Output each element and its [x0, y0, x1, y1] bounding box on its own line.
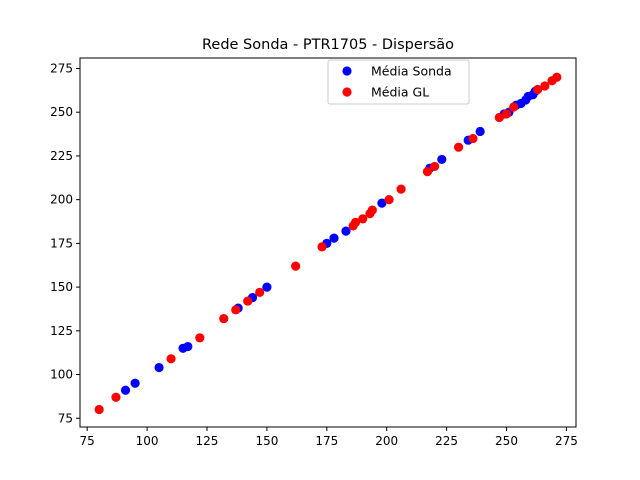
data-point — [358, 214, 368, 224]
legend: Média Sonda Média GL — [327, 59, 470, 105]
legend-label: Média GL — [371, 85, 429, 100]
y-tick-label: 75 — [58, 411, 73, 425]
x-tick-label: 75 — [80, 434, 95, 448]
y-tick-label: 175 — [50, 236, 73, 250]
data-point — [396, 184, 406, 194]
legend-box — [327, 59, 470, 105]
data-point — [329, 233, 339, 243]
data-point — [430, 161, 440, 172]
data-point — [94, 404, 104, 415]
data-point — [291, 261, 301, 271]
data-point — [468, 133, 478, 144]
y-tick-label: 275 — [50, 61, 73, 75]
y-tick-label: 250 — [50, 105, 73, 119]
data-point — [501, 109, 512, 119]
x-tick-label: 275 — [555, 434, 578, 448]
data-point — [166, 354, 176, 364]
data-point — [231, 305, 241, 315]
y-tick-label: 150 — [50, 280, 73, 294]
data-point — [195, 333, 205, 343]
data-point — [183, 341, 193, 352]
y-tick-label: 100 — [50, 368, 73, 382]
y-tick-label: 225 — [50, 149, 73, 163]
data-point — [367, 205, 377, 215]
data-point — [475, 126, 485, 137]
data-point — [154, 362, 164, 373]
data-point — [377, 198, 387, 208]
data-point — [552, 72, 562, 82]
data-point — [243, 296, 253, 306]
data-point — [255, 287, 265, 297]
x-tick-label: 150 — [255, 434, 278, 448]
data-point — [533, 84, 543, 95]
axes-layer: 75 100 125 150 175 200 225 250 275 75 100 125 150 175… — [50, 61, 578, 448]
data-point — [422, 167, 433, 177]
x-tick-label: 250 — [495, 434, 518, 448]
x-tick-label: 225 — [435, 434, 458, 448]
series-media-gl — [94, 72, 562, 415]
data-point — [384, 195, 394, 205]
data-point — [509, 102, 519, 112]
data-point — [453, 142, 464, 152]
legend-marker — [342, 66, 352, 76]
data-point — [130, 378, 140, 388]
x-tick-label: 200 — [375, 434, 398, 448]
chart-title: Rede Sonda - PTR1705 - Dispersão — [202, 37, 454, 53]
data-point — [494, 112, 504, 123]
y-tick-label: 125 — [50, 324, 73, 338]
data-point — [262, 282, 272, 292]
data-point — [540, 81, 550, 91]
legend-marker — [342, 87, 352, 97]
x-tick-label: 175 — [315, 434, 338, 448]
data-point — [341, 226, 351, 236]
y-tick-label: 200 — [50, 193, 73, 207]
points-layer — [94, 72, 562, 415]
data-point — [219, 313, 229, 324]
data-point — [317, 242, 327, 252]
data-point — [120, 385, 131, 395]
legend-label: Média Sonda — [371, 64, 452, 79]
data-point — [437, 154, 447, 165]
data-point — [350, 217, 361, 227]
x-tick-label: 125 — [196, 434, 219, 448]
data-point — [111, 392, 121, 402]
x-tick-label: 100 — [136, 434, 159, 448]
